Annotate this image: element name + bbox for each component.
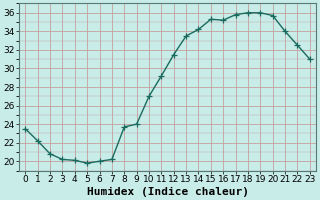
X-axis label: Humidex (Indice chaleur): Humidex (Indice chaleur) bbox=[87, 186, 249, 197]
